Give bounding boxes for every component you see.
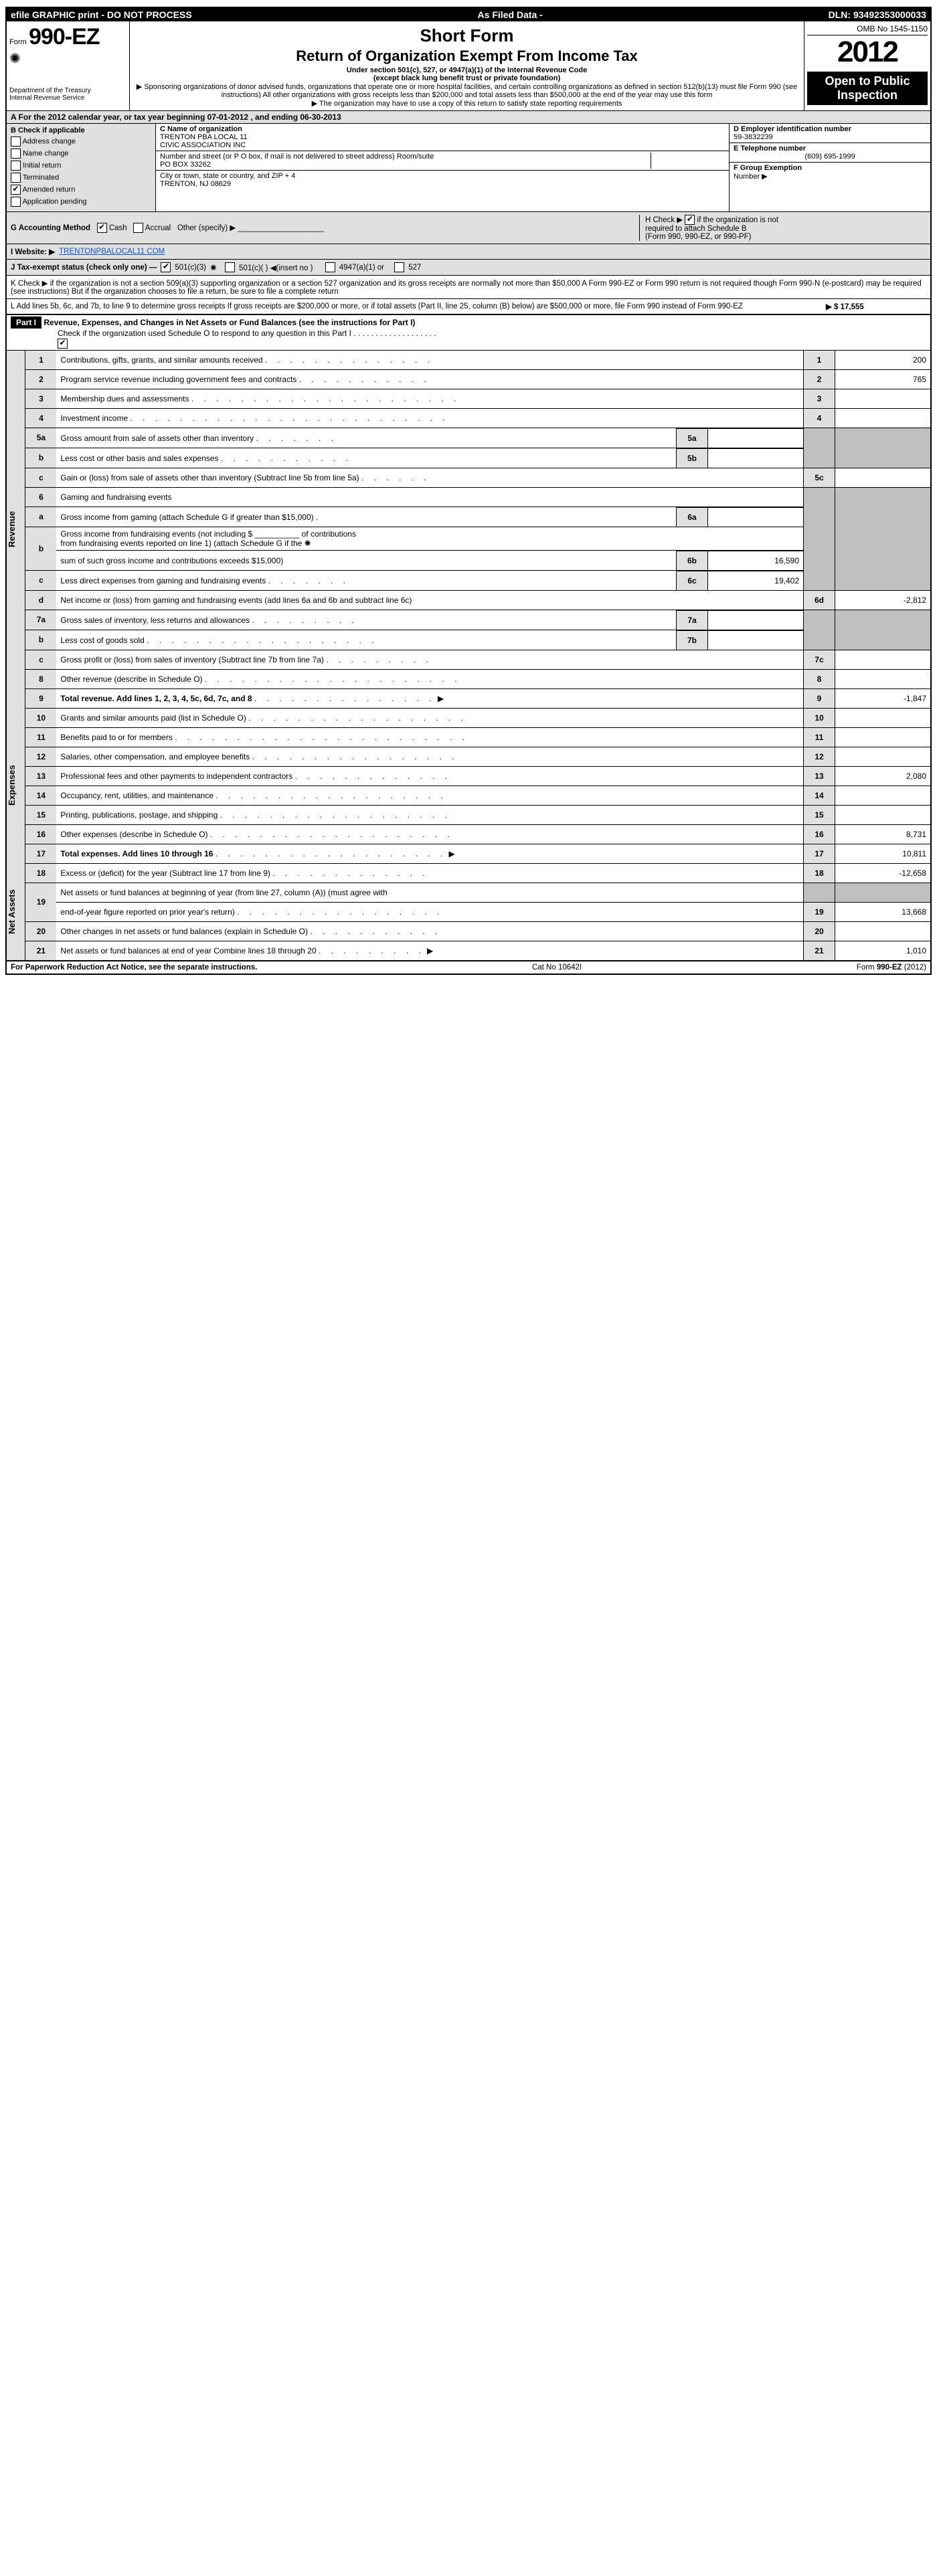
row-g-h: G Accounting Method Cash Accrual Other (… [7,212,930,244]
cb-4947[interactable] [325,262,335,272]
line-14-amt [835,786,931,805]
open-to-public: Open to Public Inspection [807,72,928,105]
line-11-amt [835,727,931,747]
top-bar-center: As Filed Data - [478,9,543,20]
row-a-tax-year: A For the 2012 calendar year, or tax yea… [7,111,930,124]
row-k: K Check ▶ if the organization is not a s… [7,276,930,299]
cb-501c[interactable] [225,262,235,272]
tax-year: 2012 [807,35,928,69]
line-13-amt: 2,080 [835,766,931,786]
line-16-amt: 8,731 [835,824,931,844]
form-number: 990-EZ [29,24,100,50]
cb-501c3[interactable] [161,262,171,272]
part-1-header: Part I Revenue, Expenses, and Changes in… [7,314,930,349]
cb-name-change[interactable]: Name change [11,149,151,159]
header-right: OMB No 1545-1150 2012 Open to Public Ins… [804,21,930,110]
footer-left: For Paperwork Reduction Act Notice, see … [11,963,257,972]
form-header: Form 990-EZ ✺ Department of the Treasury… [7,21,930,111]
line-8-amt [835,669,931,688]
website-link[interactable]: TRENTONPBALOCAL11 COM [59,248,165,256]
row-i-website: I Website: ▶ TRENTONPBALOCAL11 COM [7,244,930,260]
header-bullet-1: ▶ Sponsoring organizations of donor advi… [135,82,798,99]
cb-initial-return[interactable]: Initial return [11,161,151,171]
cb-accrual[interactable] [133,223,143,233]
vert-label-revenue: Revenue [7,351,17,708]
form-prefix: Form [9,38,27,46]
header-left: Form 990-EZ ✺ Department of the Treasury… [7,21,130,110]
org-name-2: CIVIC ASSOCIATION INC [160,141,246,149]
line-18-amt: -12,658 [835,863,931,883]
net-assets-table: 18Excess or (deficit) for the year (Subt… [25,863,930,960]
vert-label-expenses: Expenses [7,708,17,863]
subtitle-1: Under section 501(c), 527, or 4947(a)(1)… [135,66,798,74]
line-6b-amt: 16,590 [708,551,804,570]
ein: 59-3832239 [734,133,773,141]
line-1-amt: 200 [835,350,931,369]
short-form-title: Short Form [135,25,798,46]
section-b-checkboxes: B Check if applicable Address change Nam… [7,124,156,211]
cb-terminated[interactable]: Terminated [11,173,151,183]
org-city: TRENTON, NJ 08629 [160,180,231,188]
expenses-section: Expenses 10Grants and similar amounts pa… [7,708,930,863]
subtitle-2: (except black lung benefit trust or priv… [135,74,798,82]
phone: (609) 695-1999 [734,153,926,161]
line-17-amt: 10,811 [835,844,931,863]
form-990ez: efile GRAPHIC print - DO NOT PROCESS As … [5,7,932,975]
cb-cash[interactable] [97,223,107,233]
gross-receipts-total: ▶ $ 17,555 [826,302,926,311]
expenses-table: 10Grants and similar amounts paid (list … [25,708,930,863]
line-20-amt [835,921,931,941]
row-l: L Add lines 5b, 6c, and 7b, to line 9 to… [7,299,930,314]
header-center: Short Form Return of Organization Exempt… [130,21,804,110]
org-street: PO BOX 33262 [160,161,211,169]
dept-treasury: Department of the Treasury [9,87,126,94]
revenue-section: Revenue 1Contributions, gifts, grants, a… [7,350,930,708]
top-bar-right: DLN: 93492353000033 [829,9,926,20]
cb-schedule-b-not-required[interactable] [685,215,695,225]
cb-address-change[interactable]: Address change [11,136,151,147]
net-assets-section: Net Assets 18Excess or (deficit) for the… [7,863,930,960]
line-9-amt: -1,847 [835,688,931,708]
footer-center: Cat No 10642I [532,963,582,972]
line-12-amt [835,747,931,766]
line-2-amt: 765 [835,369,931,389]
section-d-e-f: D Employer identification number 59-3832… [730,124,930,211]
row-j-tax-exempt: J Tax-exempt status (check only one) — 5… [7,260,930,276]
line-3-amt [835,389,931,408]
revenue-table: 1Contributions, gifts, grants, and simil… [25,350,930,708]
top-bar-left: efile GRAPHIC print - DO NOT PROCESS [11,9,192,20]
line-21-amt: 1,010 [835,941,931,960]
dept-irs: Internal Revenue Service [9,94,126,102]
line-19-amt: 13,668 [835,902,931,921]
footer-right: Form 990-EZ (2012) [857,963,926,972]
omb-number: OMB No 1545-1150 [807,24,928,35]
vert-label-netassets: Net Assets [7,863,17,960]
cb-527[interactable] [394,262,404,272]
entity-block: B Check if applicable Address change Nam… [7,124,930,212]
org-name-1: TRENTON PBA LOCAL 11 [160,133,248,141]
cb-amended-return[interactable]: Amended return [11,185,151,195]
section-c-name-address: C Name of organization TRENTON PBA LOCAL… [156,124,730,211]
top-bar: efile GRAPHIC print - DO NOT PROCESS As … [7,8,930,21]
line-10-amt [835,708,931,727]
return-title: Return of Organization Exempt From Incom… [135,48,798,65]
line-7c-amt [835,650,931,669]
line-4-amt [835,408,931,428]
cb-application-pending[interactable]: Application pending [11,197,151,207]
line-5c-amt [835,468,931,487]
line-15-amt [835,805,931,824]
line-6d-amt: -2,812 [835,590,931,610]
form-footer: For Paperwork Reduction Act Notice, see … [7,960,930,974]
cb-schedule-o-part1[interactable] [58,339,68,349]
line-6c-amt: 19,402 [708,571,804,590]
header-bullet-2: ▶ The organization may have to use a cop… [135,99,798,108]
